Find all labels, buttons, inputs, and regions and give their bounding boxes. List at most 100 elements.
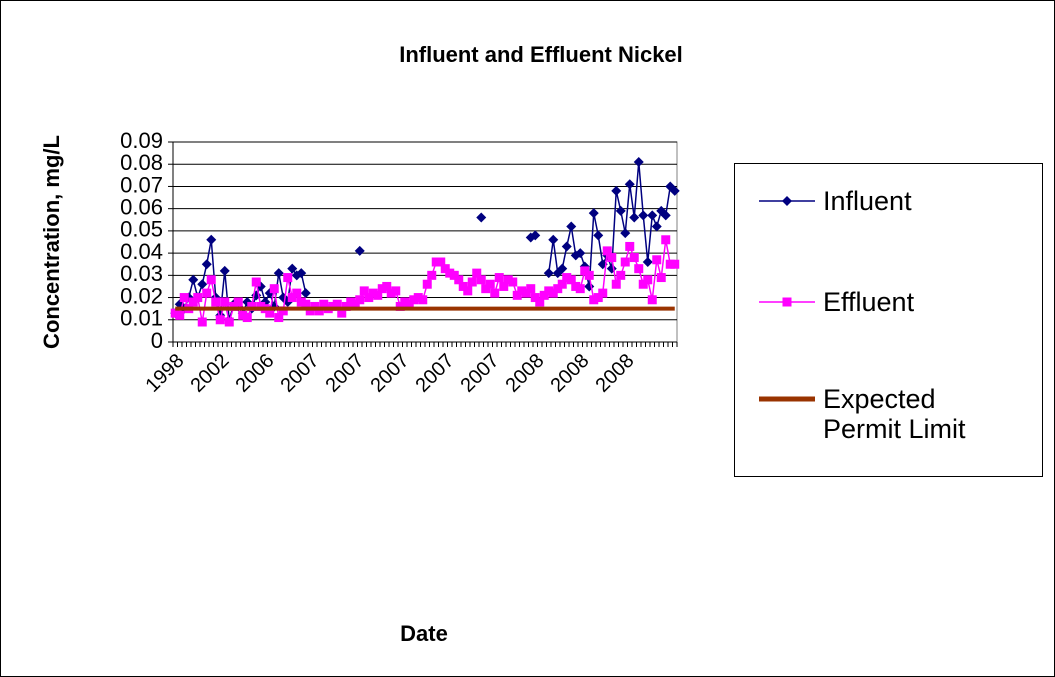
marker [193, 293, 203, 303]
marker [359, 286, 369, 296]
marker [629, 212, 640, 223]
marker [584, 270, 594, 280]
marker [499, 281, 509, 291]
marker [647, 295, 657, 305]
y-tick-label: 0.04 [120, 239, 163, 264]
marker [490, 288, 500, 298]
marker [656, 273, 666, 283]
marker [427, 270, 437, 280]
marker [283, 273, 293, 283]
y-tick-label: 0.09 [120, 128, 163, 153]
marker [220, 297, 230, 307]
marker [494, 273, 504, 283]
legend-label: Influent [823, 186, 912, 216]
y-tick-label: 0.02 [120, 283, 163, 308]
marker [265, 308, 275, 318]
marker [557, 279, 567, 289]
marker [508, 277, 518, 287]
marker [476, 275, 486, 285]
x-tick-label: 2007 [411, 350, 458, 397]
marker [633, 157, 644, 167]
marker [643, 275, 653, 285]
marker [391, 286, 401, 296]
marker [269, 284, 279, 294]
marker [611, 279, 621, 289]
marker [179, 293, 189, 303]
marker [382, 281, 392, 291]
marker [624, 179, 635, 190]
marker [188, 274, 199, 285]
marker [625, 241, 635, 251]
legend-item: Expected Permit Limit [757, 384, 973, 444]
x-tick-label: 1998 [141, 350, 188, 397]
marker [607, 253, 617, 263]
y-axis-label: Concentration, mg/L [39, 135, 64, 349]
marker [373, 290, 383, 300]
marker [287, 263, 298, 274]
marker [588, 208, 599, 219]
marker [233, 297, 243, 307]
marker [620, 257, 630, 267]
marker [251, 277, 261, 287]
marker [476, 212, 487, 223]
y-tick-label: 0.03 [120, 261, 163, 286]
marker [206, 234, 217, 245]
chart-title: Influent and Effluent Nickel [399, 42, 683, 67]
marker [292, 288, 302, 298]
marker [301, 299, 311, 309]
marker [647, 210, 658, 221]
marker [436, 257, 446, 267]
legend-marker [782, 297, 792, 307]
marker [557, 263, 568, 274]
y-tick-label: 0.01 [120, 306, 163, 331]
x-tick-label: 2008 [546, 350, 593, 397]
legend-item: Effluent [757, 287, 973, 317]
marker [354, 245, 365, 256]
marker [598, 288, 608, 298]
marker [669, 185, 680, 196]
marker [652, 255, 662, 265]
marker [175, 310, 185, 320]
legend-marker [782, 196, 792, 206]
marker [242, 313, 252, 323]
marker [620, 228, 631, 239]
marker [535, 297, 545, 307]
marker [224, 317, 234, 327]
marker [670, 259, 680, 269]
marker [472, 268, 482, 278]
plot-area [172, 141, 678, 343]
y-tick-label: 0.08 [120, 150, 163, 175]
marker [467, 277, 477, 287]
marker [274, 313, 284, 323]
legend-label: Effluent [823, 287, 915, 317]
legend-key [759, 297, 815, 307]
x-tick-label: 2006 [231, 350, 278, 397]
y-tick-label: 0.06 [120, 194, 163, 219]
marker [355, 295, 365, 305]
marker [526, 284, 536, 294]
marker [575, 248, 586, 259]
marker [642, 257, 653, 267]
marker [278, 306, 288, 316]
marker [575, 284, 585, 294]
marker [296, 268, 307, 279]
marker [593, 230, 604, 241]
legend-label: Expected Permit Limit [823, 384, 966, 444]
x-tick-label: 2007 [366, 350, 413, 397]
marker [548, 234, 559, 245]
x-tick-label: 2007 [321, 350, 368, 397]
marker [616, 270, 626, 280]
legend-key [759, 396, 815, 402]
marker [418, 295, 428, 305]
marker [211, 297, 221, 307]
marker [215, 315, 225, 325]
marker [422, 279, 432, 289]
marker [206, 275, 216, 285]
x-axis-label: Date [400, 621, 448, 646]
marker [615, 205, 626, 216]
marker [463, 286, 473, 296]
series-line [174, 239, 675, 323]
marker [638, 210, 649, 221]
marker [660, 210, 671, 221]
